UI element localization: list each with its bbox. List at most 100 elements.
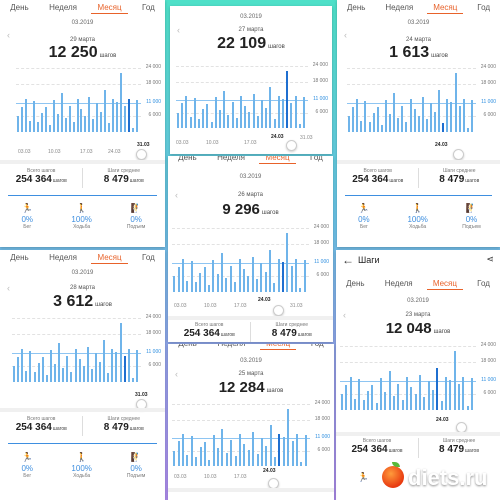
day-bar[interactable] [248,112,251,128]
day-bar[interactable] [221,253,224,292]
month-bar-chart[interactable]: 24 000 18 000 11 000 6 000 [12,314,163,382]
day-bar[interactable] [274,457,277,466]
day-bar[interactable] [438,89,441,132]
tab-week[interactable]: Неделя [215,344,247,350]
day-bar[interactable] [414,393,417,410]
day-bar[interactable] [260,263,263,292]
day-bar[interactable] [194,282,197,292]
day-bar[interactable] [132,127,135,132]
day-bar[interactable] [111,349,114,382]
day-bar[interactable] [216,273,219,292]
day-bar[interactable] [190,435,193,466]
day-bar[interactable] [434,111,437,132]
day-bar[interactable] [457,383,460,410]
day-bar[interactable] [290,102,293,128]
day-bar[interactable] [208,459,211,466]
day-bar[interactable] [247,450,250,466]
day-bar[interactable] [256,453,259,466]
timeline-slider-knob[interactable] [453,149,464,160]
day-bar[interactable] [231,102,234,128]
day-bar[interactable] [364,100,367,132]
day-bar[interactable] [436,367,439,410]
timeline-slider-knob[interactable] [136,149,147,160]
day-bar[interactable] [100,111,103,132]
day-bar[interactable] [243,443,246,466]
day-bar[interactable] [227,114,230,128]
tab-month[interactable]: Месяц [91,3,128,14]
day-bar[interactable] [446,99,449,132]
month-bar-chart[interactable]: 24 000 18 000 11 000 6 000 [347,64,498,132]
day-bar[interactable] [269,87,272,128]
day-bar[interactable] [173,450,176,466]
day-bar[interactable] [212,260,215,292]
day-bar[interactable] [360,120,363,132]
tab-day[interactable]: День [346,279,365,288]
day-bar[interactable] [62,368,65,382]
day-bar[interactable] [409,98,412,132]
day-bar[interactable] [393,93,396,132]
day-bar[interactable] [264,271,267,292]
day-bar[interactable] [291,440,294,466]
day-bar[interactable] [440,401,443,410]
day-bar[interactable] [376,107,379,132]
day-bar[interactable] [397,383,400,410]
tab-year[interactable]: Год [477,279,490,288]
day-bar[interactable] [281,99,284,128]
timeline-slider-knob[interactable] [273,305,284,316]
chevron-left-icon[interactable]: ‹ [175,190,178,200]
tab-year[interactable]: Год [142,3,155,12]
day-bar[interactable] [256,115,259,128]
day-bar[interactable] [33,372,36,382]
day-bar[interactable] [298,123,301,128]
day-bar[interactable] [401,399,404,410]
day-bar[interactable] [16,116,19,132]
day-bar[interactable] [54,363,57,382]
month-bar-chart[interactable]: 24 000 18 000 11 000 6 000 [176,62,330,128]
day-bar[interactable] [52,100,55,132]
day-bar[interactable] [304,434,307,466]
day-bar[interactable] [181,103,184,128]
day-bar[interactable] [185,96,188,128]
day-bar[interactable] [120,73,123,132]
day-bar[interactable] [234,456,237,466]
day-bar[interactable] [202,109,205,128]
day-bar[interactable] [234,281,237,292]
day-bar[interactable] [74,348,77,382]
day-bar[interactable] [107,373,110,382]
day-bar[interactable] [388,371,391,410]
day-bar[interactable] [37,362,40,382]
day-bar[interactable] [84,115,87,132]
day-bar[interactable] [352,106,355,132]
tab-week[interactable]: Неделя [49,253,78,262]
day-bar[interactable] [417,115,420,132]
day-bar[interactable] [21,349,24,382]
day-bar[interactable] [247,275,250,292]
month-bar-chart[interactable]: 24 000 18 000 11 000 6 000 [340,342,498,410]
day-bar[interactable] [273,283,276,292]
day-bar[interactable] [294,96,297,128]
day-bar[interactable] [356,99,359,132]
day-bar[interactable] [273,119,276,128]
tab-day[interactable]: День [10,3,29,12]
day-bar[interactable] [45,375,48,382]
day-bar[interactable] [217,448,220,466]
day-bar[interactable] [244,105,247,128]
day-bar[interactable] [24,99,27,132]
day-bar[interactable] [265,108,268,128]
day-bar[interactable] [450,102,453,132]
day-bar[interactable] [92,119,95,132]
day-bar[interactable] [397,118,400,132]
month-bar-chart[interactable]: 24 000 18 000 11 000 6 000 [172,224,331,292]
day-bar[interactable] [103,339,106,382]
day-bar[interactable] [372,112,375,132]
day-bar[interactable] [29,350,32,382]
day-bar[interactable] [203,442,206,466]
day-bar[interactable] [135,349,138,382]
day-bar[interactable] [198,118,201,128]
day-bar[interactable] [123,355,126,382]
chevron-left-icon[interactable]: ‹ [177,25,180,35]
day-bar[interactable] [230,440,233,466]
day-bar[interactable] [410,387,413,410]
day-bar[interactable] [431,389,434,410]
day-bar[interactable] [119,323,122,382]
